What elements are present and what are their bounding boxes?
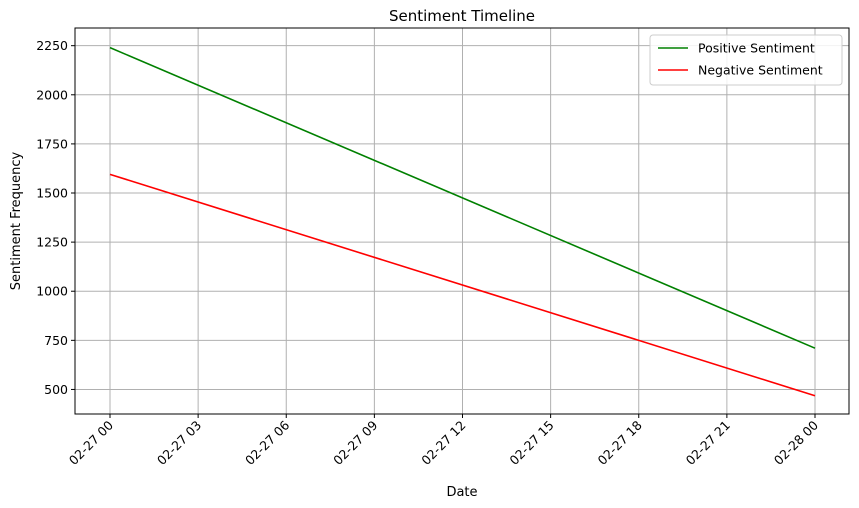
legend-label-negative-sentiment: Negative Sentiment: [698, 63, 823, 78]
y-tick-label: 1750: [36, 136, 68, 151]
x-tick-label: 02-27 15: [506, 418, 556, 468]
legend: Positive Sentiment Negative Sentiment: [649, 34, 843, 86]
y-axis-label: Sentiment Frequency: [9, 151, 24, 290]
legend-box: [649, 34, 843, 86]
positive-sentiment-line: [109, 46, 816, 349]
y-tick-label: 1250: [36, 235, 68, 250]
y-tick-label: 2000: [36, 87, 68, 102]
x-tick-label: 02-28 00: [771, 417, 821, 467]
negative-sentiment-line: [109, 173, 816, 397]
chart-title: Sentiment Timeline: [389, 7, 535, 25]
x-tick-label: 02-27 09: [330, 417, 380, 467]
y-tick-label: 750: [44, 333, 68, 348]
x-axis: 02-27 00 02-27 03 02-27 06 02-27 09 02-27 12…: [66, 414, 821, 468]
y-tick-label: 1000: [36, 284, 68, 299]
x-tick-label: 02-27 18: [595, 417, 645, 467]
legend-label-positive-sentiment: Positive Sentiment: [698, 41, 815, 56]
y-axis: 500 750 1000 1250 1500 1750 2000 2250: [36, 38, 75, 397]
y-tick-label: 500: [44, 382, 68, 397]
x-tick-label: 02-27 12: [418, 418, 468, 468]
x-tick-label: 02-27 06: [242, 417, 292, 467]
y-tick-label: 2250: [36, 38, 68, 53]
grid: [75, 28, 849, 414]
series-lines: [109, 46, 816, 397]
x-tick-label: 02-27 00: [66, 417, 116, 467]
x-tick-label: 02-27 21: [683, 418, 733, 468]
y-tick-label: 1500: [36, 186, 68, 201]
x-tick-label: 02-27 03: [154, 418, 204, 468]
x-axis-label: Date: [446, 485, 477, 500]
